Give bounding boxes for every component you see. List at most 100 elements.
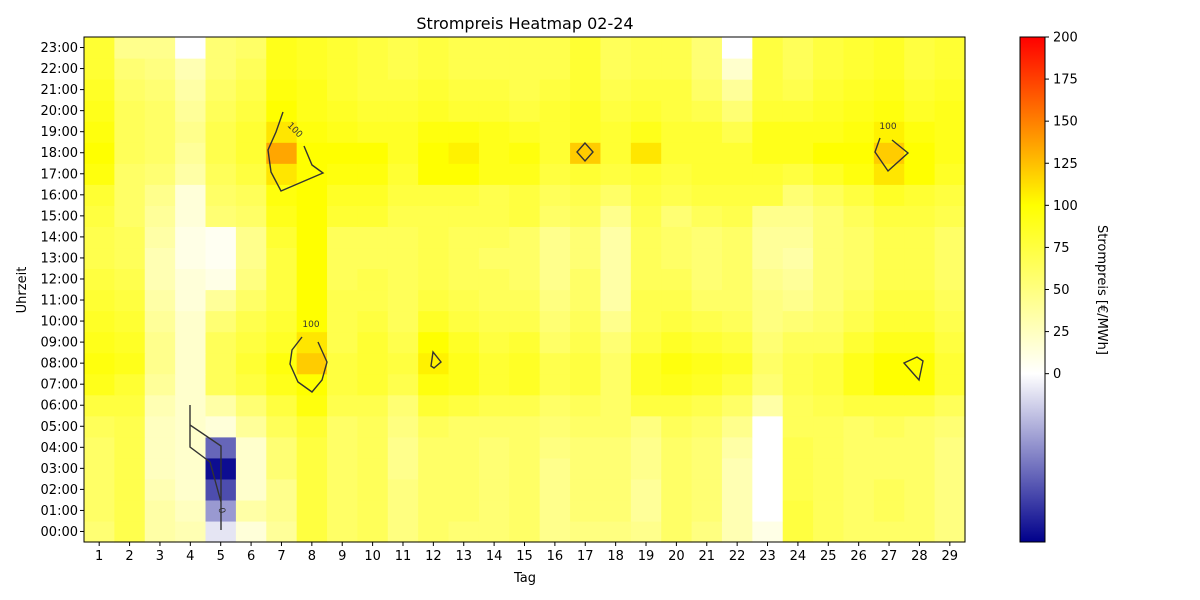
heatmap-cell xyxy=(721,100,753,122)
heatmap-cell xyxy=(721,289,753,312)
heatmap-cell xyxy=(266,247,298,270)
heatmap-cell xyxy=(934,268,966,291)
heatmap-cell xyxy=(721,247,753,270)
heatmap-cell xyxy=(448,457,480,480)
heatmap-cell xyxy=(782,205,814,227)
heatmap-cell xyxy=(843,226,875,249)
heatmap-cell xyxy=(630,79,662,101)
heatmap-cell xyxy=(600,121,632,143)
x-tick-label: 26 xyxy=(850,549,867,564)
heatmap-cell xyxy=(327,247,359,270)
heatmap-cell xyxy=(752,478,784,501)
x-tick-label: 10 xyxy=(364,549,381,564)
x-tick-label: 18 xyxy=(607,549,624,564)
heatmap-cell xyxy=(873,436,905,459)
contour-day8-morning xyxy=(289,336,328,393)
heatmap-cell xyxy=(813,58,845,80)
heatmap-cell xyxy=(630,268,662,291)
heatmap-cell xyxy=(84,58,115,80)
x-tick-label: 14 xyxy=(486,549,503,564)
heatmap-cell xyxy=(934,331,966,354)
heatmap-cell xyxy=(478,415,510,438)
heatmap-cell xyxy=(630,457,662,480)
heatmap-cell xyxy=(509,79,541,101)
heatmap-cell xyxy=(114,331,146,354)
heatmap-cell xyxy=(478,268,510,291)
heatmap-cell xyxy=(327,415,359,438)
heatmap-cell xyxy=(235,331,267,354)
heatmap-cell xyxy=(782,394,814,417)
heatmap-cell xyxy=(327,205,359,227)
heatmap-cell xyxy=(813,205,845,227)
x-tick-label: 11 xyxy=(395,549,412,564)
heatmap-cell xyxy=(691,310,723,333)
heatmap-cell xyxy=(235,247,267,270)
colorbar-tick-label: 200 xyxy=(1053,31,1078,46)
y-tick-label: 12:00 xyxy=(41,272,78,287)
heatmap-cell xyxy=(873,205,905,227)
colorbar-tick-label: 100 xyxy=(1053,199,1078,214)
heatmap-cell xyxy=(205,268,237,291)
x-tick-label: 17 xyxy=(577,549,594,564)
heatmap-cell xyxy=(357,310,389,333)
heatmap-cell xyxy=(843,352,875,375)
heatmap-cell xyxy=(600,142,632,164)
heatmap-cell xyxy=(114,100,146,122)
heatmap-cell xyxy=(509,58,541,80)
heatmap-cell xyxy=(448,79,480,101)
y-tick-label: 10:00 xyxy=(41,315,78,330)
heatmap-cell xyxy=(387,478,419,501)
contour-day17-evening xyxy=(576,141,594,163)
heatmap-cell xyxy=(448,310,480,333)
heatmap-cell xyxy=(478,79,510,101)
heatmap-cell xyxy=(843,121,875,143)
heatmap-cell xyxy=(813,163,845,185)
x-tick-label: 29 xyxy=(942,549,959,564)
heatmap-cell xyxy=(205,184,237,206)
heatmap-cell xyxy=(84,268,115,291)
heatmap-cell xyxy=(752,37,784,59)
heatmap-cell xyxy=(296,163,328,185)
heatmap-cell xyxy=(418,373,450,396)
heatmap-cell xyxy=(478,499,510,522)
heatmap-cell xyxy=(661,163,693,185)
heatmap-cell xyxy=(509,163,541,185)
heatmap-cell xyxy=(661,79,693,101)
heatmap-cell xyxy=(843,205,875,227)
heatmap-cell xyxy=(478,100,510,122)
heatmap-cell xyxy=(570,499,602,522)
heatmap-cell xyxy=(873,415,905,438)
heatmap-cell xyxy=(84,247,115,270)
heatmap-cell xyxy=(600,184,632,206)
heatmap-cell xyxy=(387,331,419,354)
heatmap-cell xyxy=(509,226,541,249)
heatmap-cell xyxy=(721,268,753,291)
heatmap-cell xyxy=(144,100,176,122)
heatmap-cell xyxy=(175,310,207,333)
heatmap-cell xyxy=(235,163,267,185)
heatmap-cell xyxy=(387,373,419,396)
heatmap-cell xyxy=(630,478,662,501)
heatmap-cell xyxy=(873,520,905,543)
heatmap-cell xyxy=(478,478,510,501)
heatmap-cell xyxy=(509,100,541,122)
heatmap-cell xyxy=(721,352,753,375)
x-tick-label: 15 xyxy=(516,549,533,564)
heatmap-cell xyxy=(478,226,510,249)
heatmap-cell xyxy=(661,499,693,522)
heatmap-cell xyxy=(600,394,632,417)
heatmap-cell xyxy=(873,79,905,101)
heatmap-cell xyxy=(752,100,784,122)
heatmap-cell xyxy=(904,226,936,249)
heatmap-cell xyxy=(661,373,693,396)
heatmap-cell xyxy=(782,478,814,501)
heatmap-cell xyxy=(782,226,814,249)
heatmap-cell xyxy=(387,58,419,80)
heatmap-cell xyxy=(387,352,419,375)
heatmap-cell xyxy=(570,100,602,122)
heatmap-cell xyxy=(235,37,267,59)
heatmap-cell xyxy=(509,436,541,459)
heatmap-cell xyxy=(448,499,480,522)
heatmap-cell xyxy=(175,268,207,291)
heatmap-cell xyxy=(387,415,419,438)
